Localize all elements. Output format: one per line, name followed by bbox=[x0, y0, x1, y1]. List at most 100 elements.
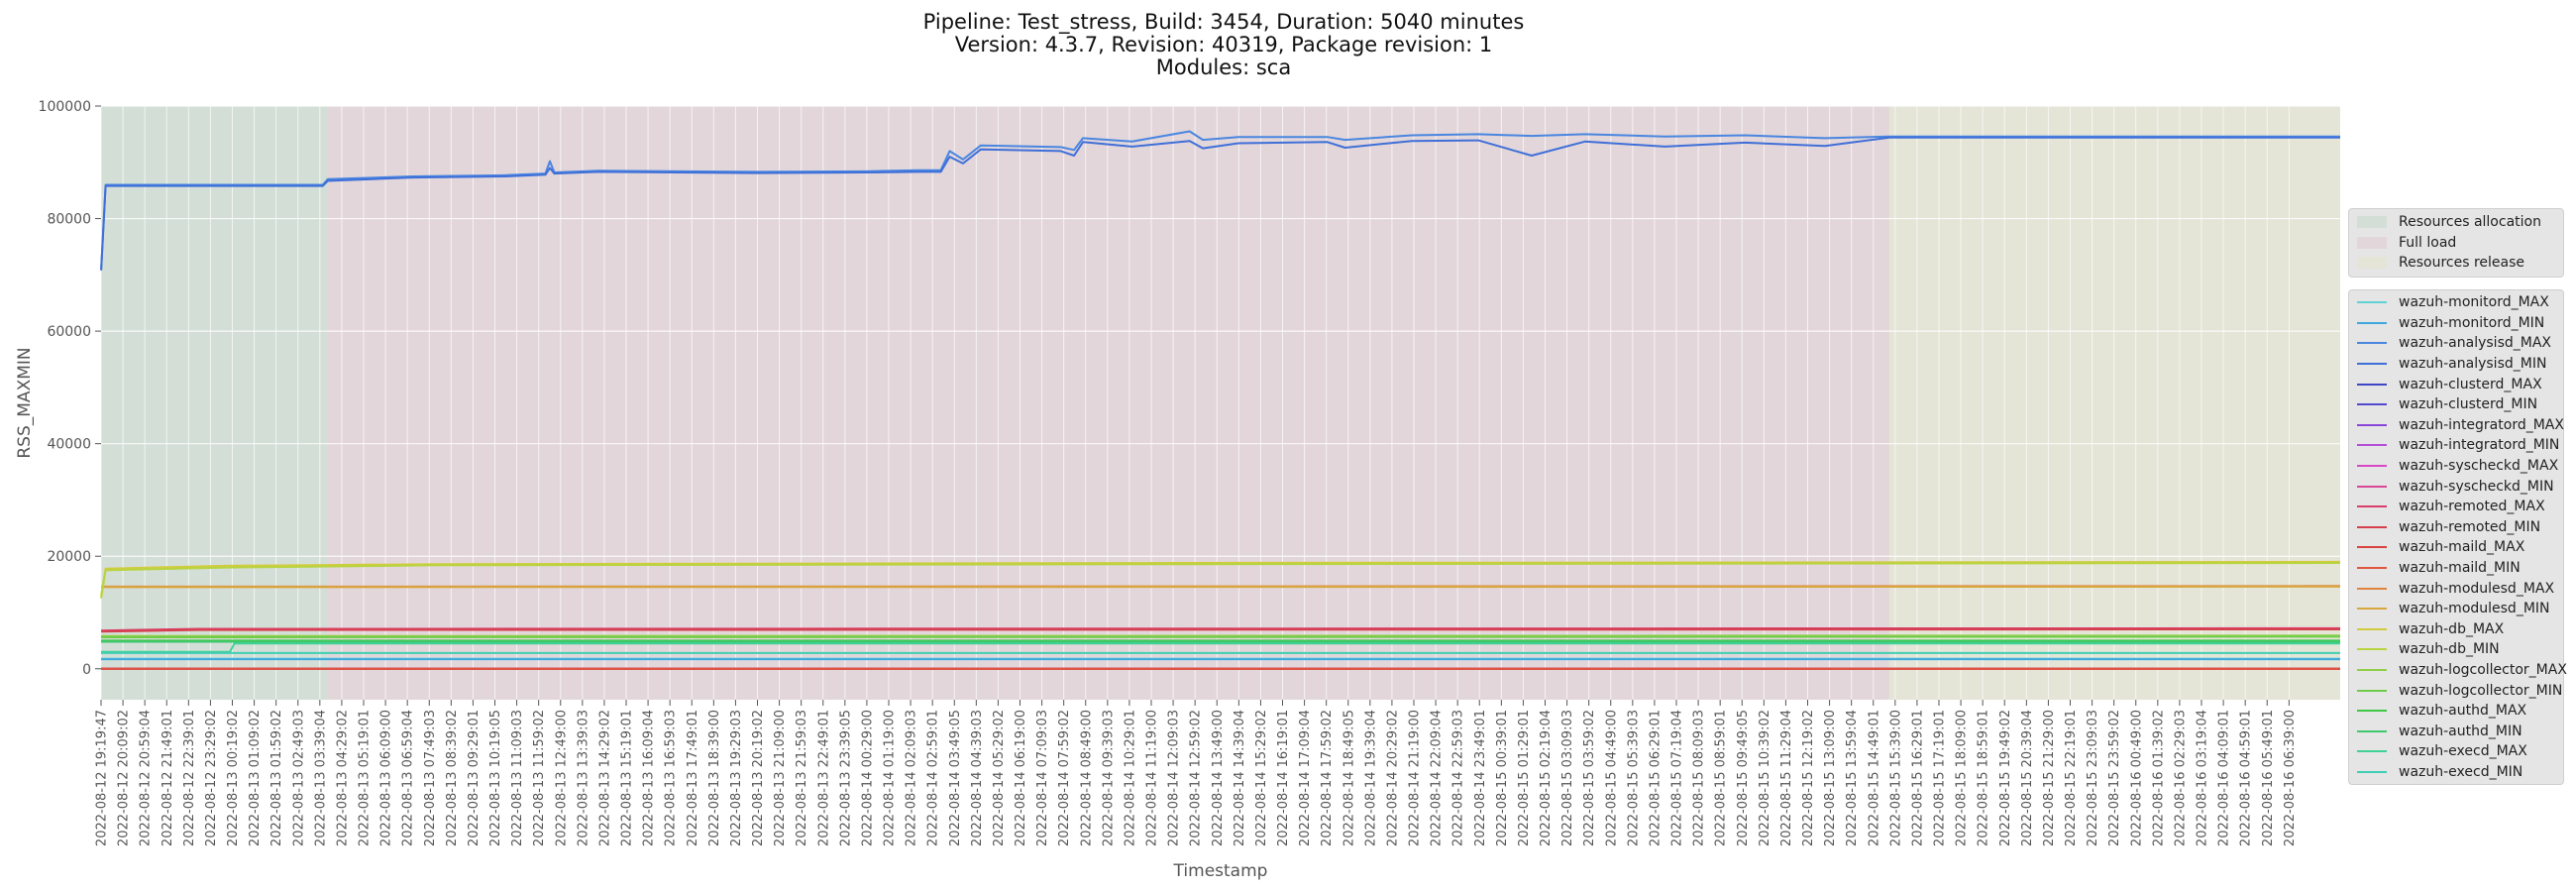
legend-label: wazuh-clusterd_MIN bbox=[2399, 396, 2538, 413]
x-tick-label: 2022-08-14 21:19:00 bbox=[1408, 710, 1423, 846]
legend-swatch bbox=[2357, 587, 2387, 590]
legend-label: wazuh-modulesd_MAX bbox=[2399, 580, 2555, 597]
series-legend: wazuh-monitord_MAX wazuh-monitord_MIN wazu… bbox=[2348, 289, 2567, 786]
series-line-wazuh-logcollector_MIN bbox=[100, 635, 2341, 638]
legend-label: wazuh-maild_MIN bbox=[2399, 560, 2521, 577]
series-line-wazuh-modulesd_MIN bbox=[101, 585, 2341, 589]
x-tick-label: 2022-08-16 03:19:04 bbox=[2196, 710, 2210, 846]
x-tick-label: 2022-08-14 12:09:03 bbox=[1167, 710, 1182, 846]
y-tick-label: 20000 bbox=[47, 549, 91, 565]
legend-label: wazuh-modulesd_MIN bbox=[2399, 601, 2550, 617]
legend-swatch bbox=[2357, 525, 2387, 528]
legend-swatch bbox=[2357, 403, 2387, 406]
series-line-wazuh-remoted_MIN bbox=[101, 628, 2341, 633]
legend-label: wazuh-remoted_MAX bbox=[2399, 499, 2545, 515]
x-tick-label: 2022-08-15 16:29:01 bbox=[1910, 710, 1925, 846]
x-tick-label: 2022-08-13 04:29:02 bbox=[335, 710, 350, 846]
series-line-wazuh-db_MIN bbox=[100, 562, 2341, 599]
x-tick-label: 2022-08-15 14:49:01 bbox=[1867, 710, 1881, 846]
x-tick-label: 2022-08-15 09:49:05 bbox=[1736, 710, 1751, 846]
x-tick-label: 2022-08-14 11:19:00 bbox=[1145, 710, 1160, 846]
x-tick-label: 2022-08-14 17:59:02 bbox=[1320, 710, 1335, 846]
x-tick-label: 2022-08-16 01:39:02 bbox=[2151, 710, 2166, 846]
legend-swatch bbox=[2357, 648, 2387, 651]
x-tick-label: 2022-08-14 07:09:03 bbox=[1035, 710, 1050, 846]
legend-item-series: wazuh-remoted_MIN bbox=[2349, 517, 2563, 538]
phase-band-1 bbox=[101, 106, 328, 700]
legend-item-series: wazuh-clusterd_MIN bbox=[2349, 394, 2563, 415]
legend-label: wazuh-integratord_MIN bbox=[2399, 437, 2560, 454]
x-tick-label: 2022-08-15 12:19:02 bbox=[1801, 710, 1816, 846]
x-tick-label: 2022-08-14 09:39:03 bbox=[1101, 710, 1116, 846]
legend-item-series: wazuh-integratord_MAX bbox=[2349, 415, 2564, 436]
x-tick-label: 2022-08-15 08:59:01 bbox=[1714, 710, 1729, 846]
x-tick-label: 2022-08-14 15:29:02 bbox=[1254, 710, 1269, 846]
x-tick-label: 2022-08-15 19:49:02 bbox=[1998, 710, 2013, 846]
legend-swatch bbox=[2357, 363, 2387, 366]
x-tick-label: 2022-08-13 03:39:04 bbox=[313, 710, 328, 846]
legend-label: wazuh-maild_MAX bbox=[2399, 539, 2525, 556]
legend-label: wazuh-analysisd_MIN bbox=[2399, 356, 2547, 373]
x-tick-label: 2022-08-15 23:09:03 bbox=[2086, 710, 2100, 846]
x-tick-label: 2022-08-14 07:59:02 bbox=[1057, 710, 1072, 846]
x-tick-label: 2022-08-15 13:59:04 bbox=[1845, 710, 1860, 846]
series-line-wazuh-analysisd_MIN bbox=[100, 136, 2340, 271]
x-tick-label: 2022-08-14 14:39:04 bbox=[1233, 710, 1247, 846]
x-tick-label: 2022-08-14 04:39:03 bbox=[970, 710, 985, 846]
y-tick-label: 40000 bbox=[47, 437, 91, 453]
legend-label: wazuh-authd_MIN bbox=[2399, 723, 2522, 739]
x-tick-label: 2022-08-15 23:59:02 bbox=[2107, 710, 2122, 846]
legend-item-series: wazuh-analysisd_MIN bbox=[2349, 354, 2563, 375]
x-tick-label: 2022-08-13 09:29:01 bbox=[467, 710, 482, 846]
x-tick-label: 2022-08-15 07:19:04 bbox=[1670, 710, 1685, 846]
x-tick-label: 2022-08-14 02:09:03 bbox=[905, 710, 919, 846]
x-tick-label: 2022-08-12 22:39:01 bbox=[182, 710, 197, 846]
x-tick-label: 2022-08-13 23:39:05 bbox=[838, 710, 853, 846]
x-tick-label: 2022-08-13 21:09:00 bbox=[773, 710, 788, 846]
legend-item-phase: Full load bbox=[2349, 233, 2563, 254]
legend-swatch bbox=[2357, 750, 2387, 753]
legend-item-series: wazuh-logcollector_MAX bbox=[2349, 660, 2567, 681]
series-line-wazuh-execd_MAX bbox=[101, 642, 2340, 653]
legend-item-series: wazuh-modulesd_MIN bbox=[2349, 599, 2563, 619]
legend-swatch bbox=[2357, 236, 2387, 249]
legend-item-series: wazuh-syscheckd_MAX bbox=[2349, 456, 2563, 477]
x-tick-label: 2022-08-13 11:59:02 bbox=[532, 710, 547, 846]
legend-label: wazuh-db_MAX bbox=[2399, 620, 2505, 637]
legend-label: wazuh-syscheckd_MAX bbox=[2399, 458, 2559, 475]
x-tick-label: 2022-08-15 05:39:03 bbox=[1626, 710, 1641, 846]
x-tick-label: 2022-08-15 10:39:02 bbox=[1758, 710, 1772, 846]
x-axis-title: Timestamp bbox=[1173, 861, 1268, 881]
x-tick-label: 2022-08-13 12:49:00 bbox=[554, 710, 569, 846]
x-tick-label: 2022-08-14 08:49:00 bbox=[1079, 710, 1094, 846]
legend-item-phase: Resources release bbox=[2349, 253, 2563, 274]
legend-label: wazuh-db_MIN bbox=[2399, 641, 2500, 658]
x-tick-label: 2022-08-13 13:39:03 bbox=[576, 710, 590, 846]
legend-swatch bbox=[2357, 729, 2387, 732]
legend-item-series: wazuh-monitord_MAX bbox=[2349, 292, 2563, 313]
legend-item-series: wazuh-syscheckd_MIN bbox=[2349, 476, 2563, 497]
legend-label: wazuh-logcollector_MIN bbox=[2399, 682, 2563, 699]
legend-item-series: wazuh-clusterd_MAX bbox=[2349, 374, 2563, 394]
x-tick-label: 2022-08-15 20:39:04 bbox=[2020, 710, 2035, 846]
legend-item-series: wazuh-remoted_MAX bbox=[2349, 497, 2563, 517]
x-tick-label: 2022-08-15 04:49:00 bbox=[1604, 710, 1619, 846]
x-tick-label: 2022-08-15 00:39:01 bbox=[1495, 710, 1510, 846]
legend-swatch bbox=[2357, 770, 2387, 773]
x-tick-label: 2022-08-13 15:19:01 bbox=[620, 710, 635, 846]
legend-item-series: wazuh-maild_MIN bbox=[2349, 558, 2563, 579]
legend-item-series: wazuh-integratord_MIN bbox=[2349, 435, 2563, 456]
legend-item-series: wazuh-authd_MIN bbox=[2349, 721, 2563, 741]
x-tick-label: 2022-08-14 18:49:05 bbox=[1342, 710, 1356, 846]
y-axis-title: RSS_MAXMIN bbox=[15, 347, 35, 458]
x-tick-label: 2022-08-16 02:29:03 bbox=[2173, 710, 2188, 846]
x-tick-label: 2022-08-12 21:49:01 bbox=[161, 710, 175, 846]
x-tick-label: 2022-08-15 13:09:00 bbox=[1823, 710, 1838, 846]
legend-item-series: wazuh-execd_MAX bbox=[2349, 741, 2563, 762]
x-tick-label: 2022-08-13 07:49:03 bbox=[423, 710, 438, 846]
x-tick-label: 2022-08-14 20:29:02 bbox=[1385, 710, 1400, 846]
x-tick-label: 2022-08-13 10:19:05 bbox=[488, 710, 503, 846]
legend-item-series: wazuh-execd_MIN bbox=[2349, 762, 2563, 783]
legend-swatch bbox=[2357, 710, 2387, 713]
legend-item-series: wazuh-modulesd_MAX bbox=[2349, 578, 2563, 599]
